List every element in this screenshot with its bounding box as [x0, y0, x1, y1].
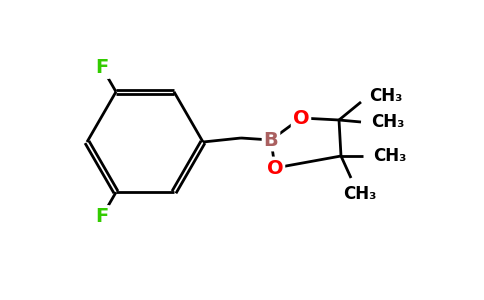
Text: F: F — [95, 58, 108, 77]
Text: CH₃: CH₃ — [369, 87, 402, 105]
Text: CH₃: CH₃ — [373, 147, 407, 165]
Text: O: O — [293, 109, 309, 128]
Text: F: F — [95, 207, 108, 226]
Text: O: O — [267, 158, 283, 178]
Text: CH₃: CH₃ — [343, 185, 377, 203]
Text: CH₃: CH₃ — [371, 113, 404, 131]
Text: B: B — [264, 130, 278, 149]
